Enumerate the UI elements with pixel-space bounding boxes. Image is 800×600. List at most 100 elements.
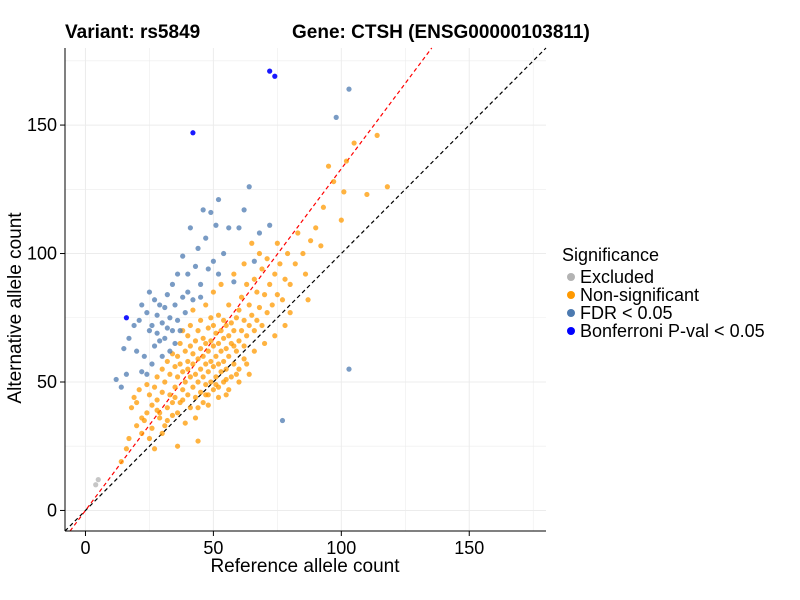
point-non-significant [185, 366, 191, 372]
legend-item-fdr: FDR < 0.05 [562, 304, 765, 322]
legend: Significance Excluded Non-significant FD… [562, 245, 765, 340]
x-tick-label: 150 [454, 538, 484, 558]
point-fdr-0-05 [346, 86, 352, 92]
point-non-significant [215, 312, 222, 318]
x-ticks: 0 50 100 150 [80, 531, 484, 558]
point-non-significant [177, 340, 183, 347]
point-non-significant [313, 225, 319, 231]
data-points [93, 68, 390, 488]
legend-dot-fdr [567, 309, 575, 317]
point-non-significant [254, 317, 260, 323]
point-fdr-0-05 [121, 345, 127, 352]
point-fdr-0-05 [169, 281, 176, 287]
point-non-significant [167, 392, 173, 398]
point-non-significant [264, 310, 270, 316]
point-non-significant [236, 366, 242, 372]
point-non-significant [187, 374, 193, 380]
point-non-significant [210, 289, 216, 295]
legend-label-fdr: FDR < 0.05 [580, 303, 673, 323]
point-fdr-0-05 [113, 376, 119, 383]
point-non-significant [213, 381, 219, 388]
point-fdr-0-05 [157, 302, 163, 308]
point-fdr-0-05 [256, 230, 263, 236]
point-fdr-0-05 [215, 271, 222, 277]
point-fdr-0-05 [162, 304, 168, 311]
point-non-significant [221, 317, 227, 323]
point-fdr-0-05 [167, 348, 173, 354]
point-non-significant [302, 271, 309, 277]
y-tick-label: 0 [47, 500, 57, 520]
point-non-significant [198, 366, 204, 372]
point-fdr-0-05 [174, 317, 181, 323]
point-fdr-0-05 [190, 297, 196, 303]
point-non-significant [205, 348, 211, 354]
y-tick-label: 50 [37, 372, 57, 392]
point-non-significant [261, 340, 268, 347]
point-non-significant [210, 343, 216, 349]
point-non-significant [374, 132, 380, 138]
point-non-significant [254, 289, 260, 295]
point-non-significant [167, 371, 173, 377]
point-non-significant [233, 371, 240, 377]
point-non-significant [205, 369, 211, 375]
point-fdr-0-05 [172, 340, 178, 347]
point-non-significant [233, 348, 240, 354]
legend-item-non-significant: Non-significant [562, 286, 765, 304]
point-non-significant [210, 322, 216, 329]
point-fdr-0-05 [159, 320, 165, 326]
point-fdr-0-05 [169, 328, 176, 334]
point-non-significant [123, 446, 130, 452]
point-fdr-0-05 [174, 271, 181, 277]
point-non-significant [251, 348, 257, 354]
point-non-significant [174, 374, 181, 380]
point-non-significant [244, 333, 250, 339]
point-non-significant [223, 345, 229, 352]
point-non-significant [308, 238, 314, 244]
point-non-significant [215, 340, 222, 347]
point-non-significant [213, 330, 219, 336]
point-non-significant [136, 387, 142, 393]
point-fdr-0-05 [195, 245, 201, 251]
point-non-significant [177, 361, 183, 367]
point-fdr-0-05 [157, 338, 163, 344]
point-non-significant [162, 379, 168, 385]
point-non-significant [195, 356, 201, 362]
point-fdr-0-05 [177, 328, 183, 334]
point-non-significant [172, 363, 178, 370]
point-fdr-0-05 [267, 222, 273, 228]
point-non-significant [277, 261, 283, 267]
point-non-significant [185, 358, 191, 365]
point-fdr-0-05 [154, 312, 160, 318]
point-non-significant [331, 178, 337, 185]
point-non-significant [198, 389, 204, 395]
point-fdr-0-05 [236, 225, 242, 231]
point-non-significant [190, 351, 196, 357]
point-non-significant [139, 415, 145, 421]
point-fdr-0-05 [213, 222, 219, 228]
point-non-significant [259, 266, 265, 272]
point-fdr-0-05 [221, 250, 227, 257]
point-fdr-0-05 [134, 348, 140, 354]
point-fdr-0-05 [241, 207, 247, 213]
point-non-significant [282, 276, 288, 282]
point-non-significant [144, 381, 150, 388]
point-non-significant [295, 230, 301, 236]
point-non-significant [172, 394, 178, 401]
variant-title: Variant: rs5849 [65, 22, 201, 43]
legend-dot-non-significant [567, 291, 575, 299]
point-non-significant [128, 405, 135, 411]
point-fdr-0-05 [226, 225, 232, 231]
point-non-significant [185, 333, 191, 339]
point-non-significant [180, 369, 186, 375]
point-non-significant [231, 328, 237, 334]
point-fdr-0-05 [164, 325, 170, 331]
point-non-significant [208, 338, 214, 344]
point-fdr-0-05 [159, 353, 165, 359]
point-non-significant [200, 335, 206, 341]
point-non-significant [287, 310, 293, 316]
reference-lines [64, 47, 547, 532]
point-non-significant [215, 394, 222, 401]
point-fdr-0-05 [141, 353, 147, 359]
point-non-significant [203, 340, 209, 347]
